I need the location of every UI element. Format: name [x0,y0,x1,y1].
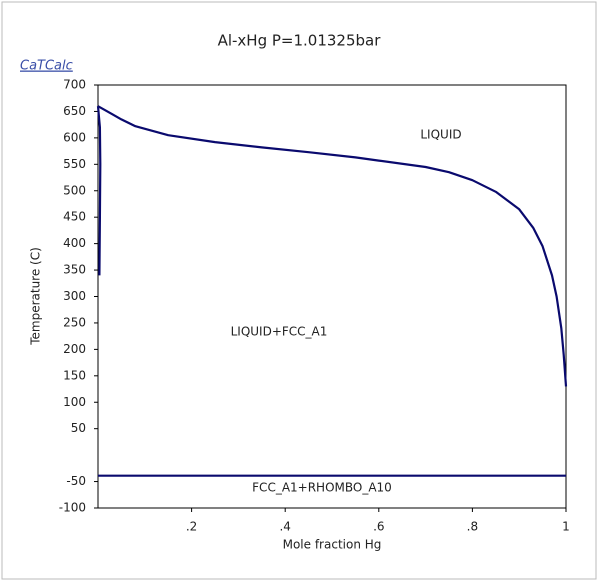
x-tick-label: .6 [373,520,384,534]
y-tick-label: 100 [63,395,86,409]
phase-label: FCC_A1+RHOMBO_A10 [252,481,392,495]
x-tick-label: 1 [562,520,570,534]
y-tick-label: 600 [63,130,86,144]
y-tick-label: -50 [66,474,86,488]
y-tick-label: 550 [63,157,86,171]
x-tick-label: .4 [279,520,290,534]
y-tick-label: 450 [63,210,86,224]
x-tick-label: .8 [467,520,478,534]
y-tick-label: 700 [63,78,86,92]
y-tick-label: -100 [59,501,86,515]
y-tick-label: 400 [63,236,86,250]
y-tick-label: 650 [63,104,86,118]
y-tick-label: 150 [63,368,86,382]
chart-title: Al-xHg P=1.01325bar [218,32,382,50]
y-tick-label: 300 [63,289,86,303]
phase-boundary [96,106,102,276]
x-tick-label: .2 [186,520,197,534]
brand-logo[interactable]: CaTCalc [20,59,73,74]
x-axis-label: Mole fraction Hg [283,538,382,552]
y-tick-label: 350 [63,263,86,277]
y-tick-label: 250 [63,315,86,329]
phase-label: LIQUID+FCC_A1 [231,325,328,339]
phase-label: LIQUID [420,128,461,142]
y-tick-label: 500 [63,183,86,197]
y-axis-label: Temperature (C) [29,247,43,346]
phase-boundary [97,105,568,387]
y-tick-label: 50 [71,421,86,435]
y-tick-label: 200 [63,342,86,356]
